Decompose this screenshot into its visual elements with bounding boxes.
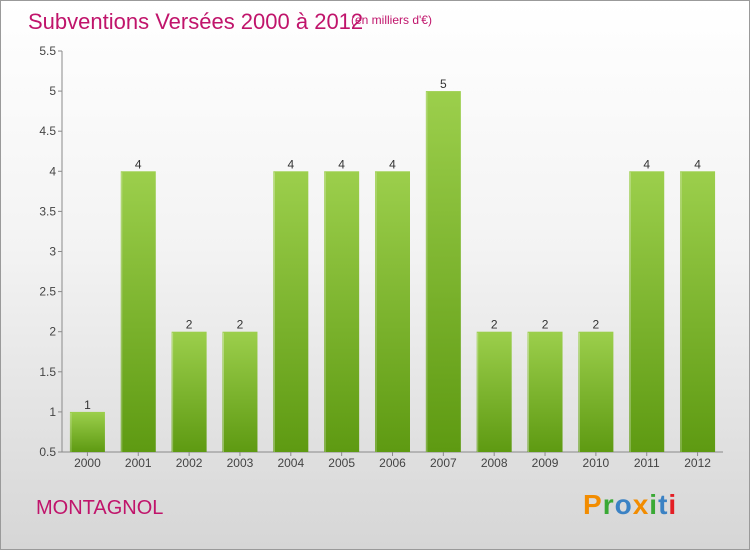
y-tick-label: 2 <box>49 325 56 339</box>
logo-letter: o <box>614 489 633 520</box>
bar <box>375 171 410 453</box>
x-tick-label: 2009 <box>532 456 559 470</box>
commune-name: MONTAGNOL <box>36 497 164 519</box>
x-tick-label: 2006 <box>379 456 406 470</box>
bar <box>629 171 665 453</box>
bar-value-label: 4 <box>135 157 142 171</box>
x-tick-label: 2002 <box>176 456 203 470</box>
bar <box>578 331 614 452</box>
y-tick-label: 3 <box>49 245 56 259</box>
y-tick-label: 5 <box>49 84 56 98</box>
logo-letter: P <box>583 489 603 520</box>
x-tick-label: 2012 <box>684 456 711 470</box>
x-tick-label: 2011 <box>634 456 660 470</box>
bar <box>324 171 360 453</box>
bar <box>120 171 156 453</box>
y-tick-label: 4.5 <box>39 124 56 138</box>
bar-value-label: 2 <box>593 318 600 332</box>
x-tick-label: 2001 <box>125 456 152 470</box>
bar <box>425 91 461 452</box>
y-tick-label: 4 <box>49 164 56 178</box>
bar <box>222 331 258 452</box>
y-tick-label: 1.5 <box>39 365 56 379</box>
x-tick-label: 2008 <box>481 456 508 470</box>
bar-value-label: 2 <box>237 318 244 332</box>
logo-letter: i <box>668 489 678 520</box>
logo-letter: r <box>602 489 615 520</box>
logo-letter: t <box>658 489 669 520</box>
bar <box>680 171 716 453</box>
y-tick-label: 5.5 <box>39 44 56 58</box>
x-tick-label: 2010 <box>583 456 610 470</box>
x-tick-label: 2007 <box>430 456 457 470</box>
y-tick-label: 0.5 <box>39 445 56 459</box>
y-tick-label: 1 <box>49 405 56 419</box>
bar <box>527 331 563 452</box>
bar-value-label: 2 <box>542 318 549 332</box>
bar <box>69 411 105 452</box>
bar <box>171 331 207 452</box>
bar-value-label: 2 <box>491 318 498 332</box>
x-tick-label: 2000 <box>74 456 101 470</box>
logo-letter: i <box>649 489 659 520</box>
bar-value-label: 4 <box>338 157 345 171</box>
proxiti-logo[interactable]: Proxiti <box>583 489 677 521</box>
y-tick-label: 3.5 <box>39 204 56 218</box>
bar <box>476 331 512 452</box>
x-tick-label: 2003 <box>227 456 254 470</box>
chart-title: Subventions Versées 2000 à 2012 <box>28 9 364 34</box>
bar-value-label: 4 <box>389 157 396 171</box>
bar-value-label: 4 <box>694 157 701 171</box>
x-tick-label: 2005 <box>328 456 355 470</box>
chart-subtitle: (en milliers d'€) <box>351 13 432 27</box>
bar-value-label: 5 <box>440 77 447 91</box>
y-tick-label: 2.5 <box>39 285 56 299</box>
bar-value-label: 2 <box>186 318 193 332</box>
bar-value-label: 4 <box>287 157 294 171</box>
logo-letter: x <box>632 489 650 520</box>
bar-value-label: 1 <box>84 398 91 412</box>
bar-value-label: 4 <box>643 157 650 171</box>
bar <box>273 171 309 453</box>
x-tick-label: 2004 <box>277 456 304 470</box>
